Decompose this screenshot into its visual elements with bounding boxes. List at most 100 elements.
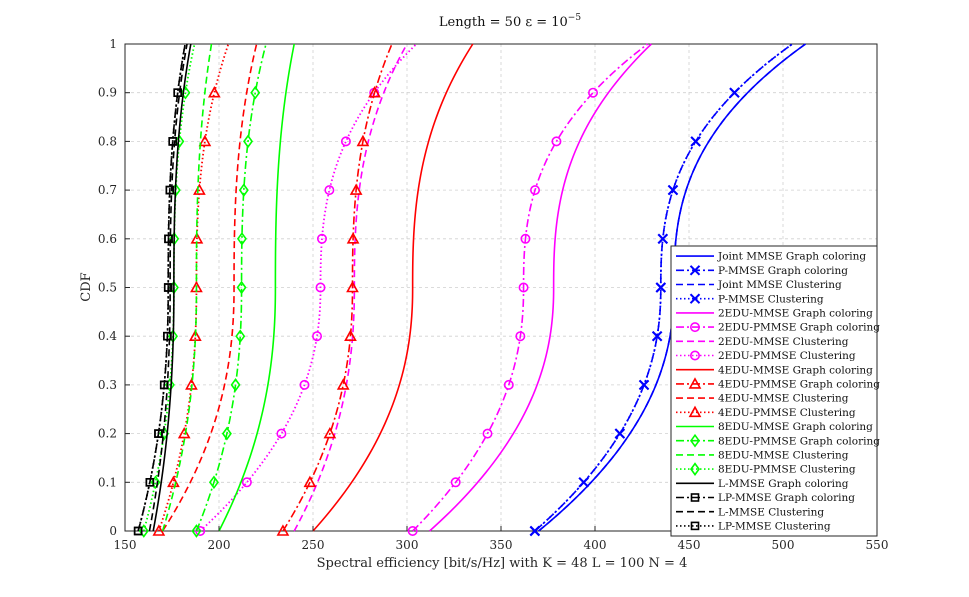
- x-tick-label: 500: [772, 538, 795, 552]
- x-marker: [690, 136, 701, 147]
- series-7: [195, 43, 418, 536]
- x-marker: [651, 330, 663, 342]
- x-marker: [689, 265, 701, 276]
- axis-ticks: 150 200 250 300 350 400 450 500 550 0 0.1 0.2 0.3 0.4…: [98, 37, 889, 552]
- legend-item: 2EDU-MMSE Clustering: [676, 336, 849, 348]
- legend-item: 2EDU-PMMSE Graph coloring: [676, 322, 880, 334]
- x-axis-label: Spectral efficiency [bit/s/Hz] with K = …: [317, 556, 688, 571]
- circle-marker: [299, 379, 310, 390]
- x-marker-stroke: [614, 428, 626, 439]
- series-10: [161, 43, 258, 532]
- triangle-marker: [349, 183, 363, 195]
- diamond-marker: [690, 433, 700, 448]
- x-marker: [578, 477, 589, 488]
- square-marker: [168, 137, 178, 146]
- x-tick-label: 250: [302, 538, 325, 552]
- y-tick-label: 0.6: [98, 232, 117, 246]
- x-marker-stroke: [667, 184, 679, 196]
- series-16: [152, 43, 192, 532]
- diamond-marker: [191, 524, 202, 538]
- legend-label: 8EDU-PMMSE Clustering: [718, 464, 856, 476]
- legend-item: LP-MMSE Clustering: [676, 521, 831, 533]
- x-marker: [729, 87, 740, 98]
- x-marker-stroke: [729, 87, 740, 98]
- triangle-marker: [188, 329, 202, 342]
- x-marker-stroke: [651, 330, 663, 342]
- x-tick-label: 400: [584, 538, 607, 552]
- chart-title: Length = 50 ε = 10−5: [439, 13, 581, 30]
- circle-marker: [515, 331, 526, 342]
- x-marker-stroke: [529, 525, 541, 537]
- diamond-marker: [250, 85, 261, 100]
- circle-marker: [450, 477, 461, 488]
- triangle-marker: [207, 86, 221, 98]
- legend-label: Joint MMSE Graph coloring: [717, 251, 866, 263]
- legend-item: 2EDU-PMMSE Clustering: [676, 350, 856, 362]
- y-tick-label: 0.3: [98, 378, 117, 392]
- triangle-marker: [344, 329, 357, 342]
- series-3: [529, 43, 793, 537]
- series-line: [137, 43, 186, 532]
- triangle-marker: [688, 405, 702, 418]
- circle-marker: [551, 136, 562, 147]
- square-marker: [154, 429, 163, 438]
- legend: Joint MMSE Graph coloring P-MMSE Graph co…: [670, 245, 880, 537]
- circle-marker: [340, 136, 351, 147]
- legend-label: 2EDU-PMMSE Graph coloring: [718, 322, 880, 334]
- x-marker: [638, 379, 650, 391]
- x-marker: [614, 428, 626, 439]
- circle-marker: [407, 525, 418, 536]
- x-marker-stroke: [578, 477, 589, 488]
- x-tick-label: 450: [678, 538, 701, 552]
- series-line: [152, 43, 192, 532]
- series-line: [312, 43, 474, 532]
- legend-label: LP-MMSE Graph coloring: [718, 492, 855, 504]
- series-line: [142, 43, 196, 532]
- y-tick-label: 0.1: [98, 475, 117, 489]
- circle-marker: [315, 282, 326, 293]
- legend-label: LP-MMSE Clustering: [718, 521, 831, 533]
- x-marker: [689, 293, 701, 304]
- legend-label: L-MMSE Clustering: [718, 506, 824, 518]
- legend-item: Joint MMSE Clustering: [676, 279, 842, 291]
- legend-label: 2EDU-MMSE Graph coloring: [718, 308, 873, 320]
- square-marker: [173, 88, 183, 97]
- triangle-marker: [356, 134, 370, 147]
- triangle-marker: [323, 426, 337, 439]
- x-tick-label: 200: [208, 538, 231, 552]
- legend-item: 8EDU-PMMSE Clustering: [676, 462, 856, 476]
- y-axis-label: CDF: [79, 272, 94, 301]
- x-tick-label: 550: [866, 538, 889, 552]
- series-5: [407, 43, 649, 536]
- diamond-marker: [690, 462, 700, 476]
- circle-marker: [689, 322, 700, 333]
- chart-title-main: Length = 50 ε = 10: [439, 15, 568, 30]
- legend-item: P-MMSE Clustering: [676, 293, 824, 305]
- legend-item: 8EDU-PMMSE Graph coloring: [676, 433, 880, 448]
- diamond-marker: [208, 475, 219, 490]
- square-marker: [690, 521, 700, 531]
- legend-item: LP-MMSE Graph coloring: [676, 492, 855, 504]
- circle-marker: [241, 477, 252, 488]
- circle-marker: [689, 350, 700, 361]
- triangle-marker: [193, 183, 206, 195]
- legend-label: P-MMSE Clustering: [718, 293, 824, 305]
- series-line: [161, 43, 258, 532]
- legend-label: 4EDU-PMMSE Clustering: [718, 407, 856, 419]
- series-line: [148, 43, 188, 532]
- legend-label: 2EDU-PMMSE Clustering: [718, 350, 856, 362]
- series-9: [276, 43, 393, 536]
- series-line: [218, 43, 295, 532]
- series-layer: [133, 43, 807, 538]
- diamond-marker: [243, 134, 254, 149]
- x-marker-stroke: [638, 379, 650, 391]
- series-8: [312, 43, 474, 532]
- legend-label: 2EDU-MMSE Clustering: [718, 336, 849, 348]
- x-tick-label: 150: [114, 538, 137, 552]
- legend-label: 8EDU-MMSE Clustering: [718, 450, 849, 462]
- y-tick-label: 1: [109, 37, 117, 51]
- legend-label: 4EDU-MMSE Graph coloring: [718, 364, 873, 376]
- legend-item: L-MMSE Clustering: [676, 506, 824, 518]
- circle-marker: [312, 331, 323, 342]
